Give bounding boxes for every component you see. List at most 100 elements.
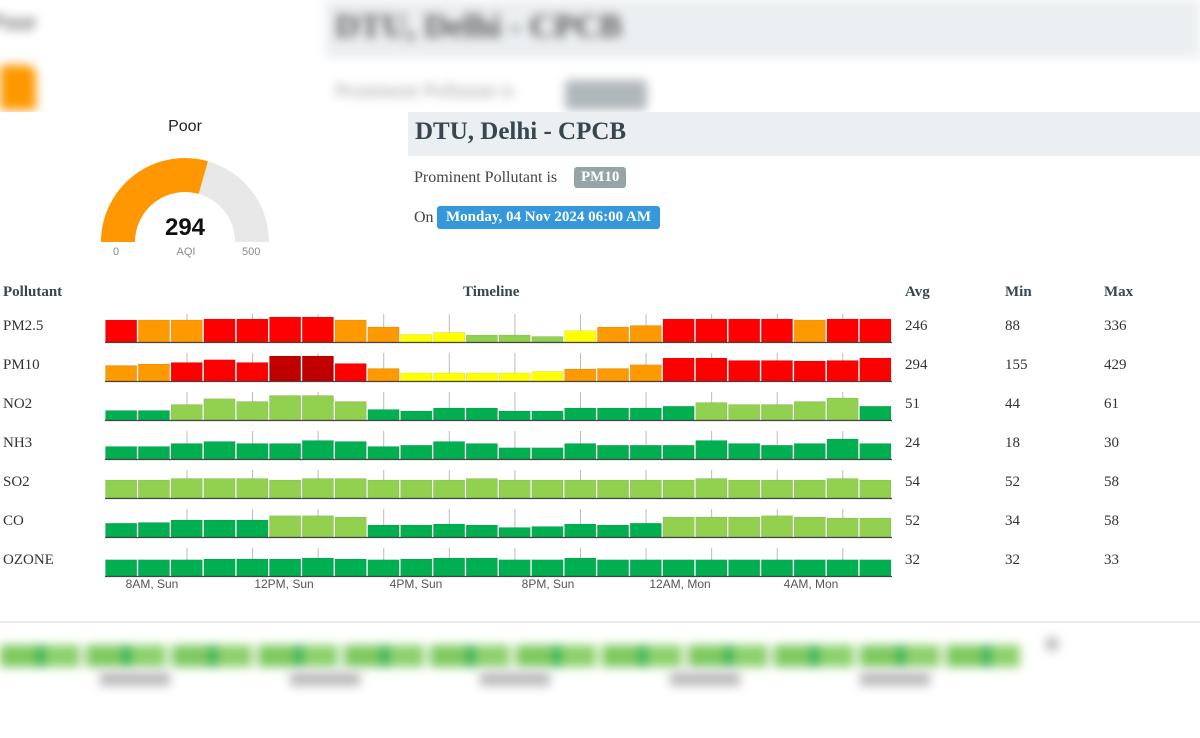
timeline-bar[interactable] [761,360,793,382]
timeline-bar[interactable] [728,443,761,460]
timeline-bar[interactable] [433,441,465,460]
timeline-bar[interactable] [564,368,597,382]
timeline-bar[interactable] [629,523,662,538]
timeline-bar[interactable] [138,559,170,577]
timeline-bar[interactable] [400,445,433,460]
timeline-bar[interactable] [465,334,498,343]
timeline-bar[interactable] [531,336,564,343]
timeline-bar[interactable] [793,559,826,577]
timeline-bar[interactable] [302,440,334,460]
timeline-bar[interactable] [367,524,400,538]
timeline-bar[interactable] [400,524,433,538]
timeline-bar[interactable] [433,332,465,343]
timeline-bar[interactable] [170,404,203,421]
timeline-bar[interactable] [170,478,203,499]
timeline-bar[interactable] [269,515,301,538]
timeline-bar[interactable] [138,410,170,421]
timeline-bar[interactable] [465,372,498,382]
timeline-bar[interactable] [662,357,695,382]
timeline-bar[interactable] [564,479,597,499]
timeline-bar[interactable] [400,558,433,577]
timeline-bar[interactable] [433,523,465,538]
timeline-bar[interactable] [498,479,531,499]
timeline-bar[interactable] [269,316,301,343]
timeline-bar[interactable] [826,438,859,460]
timeline-bar[interactable] [564,330,597,343]
timeline-bar[interactable] [859,517,892,538]
timeline-bar[interactable] [334,441,367,460]
timeline-bar[interactable] [203,478,236,499]
timeline-bar[interactable] [170,443,203,460]
timeline-bar[interactable] [498,410,531,421]
timeline-bar[interactable] [105,319,138,343]
timeline-bar[interactable] [662,445,695,460]
timeline-bar[interactable] [138,363,170,382]
timeline-bar[interactable] [203,359,236,382]
timeline-bar[interactable] [269,558,301,577]
timeline-bar[interactable] [433,557,465,577]
timeline-bar[interactable] [597,368,629,382]
timeline-bar[interactable] [826,517,859,538]
timeline-bar[interactable] [728,559,761,577]
timeline-bar[interactable] [761,404,793,421]
timeline-bar[interactable] [531,371,564,382]
timeline-bar[interactable] [367,326,400,343]
timeline-bar[interactable] [203,398,236,421]
timeline-bar[interactable] [498,334,531,343]
timeline-bar[interactable] [662,318,695,343]
timeline-bar[interactable] [302,355,334,382]
timeline-bar[interactable] [203,519,236,538]
timeline-bar[interactable] [531,526,564,538]
timeline-bar[interactable] [859,443,892,460]
timeline-bar[interactable] [793,516,826,538]
timeline-bar[interactable] [695,440,728,460]
timeline-bar[interactable] [334,558,367,577]
timeline-bar[interactable] [629,407,662,421]
timeline-bar[interactable] [662,406,695,421]
timeline-bar[interactable] [597,559,629,577]
timeline-bar[interactable] [498,447,531,460]
timeline-bar[interactable] [629,364,662,382]
timeline-bar[interactable] [859,318,892,343]
timeline-bar[interactable] [236,478,269,499]
timeline-bar[interactable] [597,326,629,343]
timeline-bar[interactable] [859,479,892,499]
timeline-bar[interactable] [302,316,334,343]
timeline-bar[interactable] [105,559,138,577]
timeline-bar[interactable] [400,479,433,499]
timeline-bar[interactable] [138,319,170,343]
timeline-bar[interactable] [498,372,531,382]
timeline-bar[interactable] [170,362,203,382]
timeline-bar[interactable] [367,368,400,382]
timeline-bar[interactable] [695,402,728,421]
timeline-bar[interactable] [531,410,564,421]
timeline-bar[interactable] [170,559,203,577]
timeline-bar[interactable] [662,516,695,538]
timeline-bar[interactable] [269,395,301,421]
timeline-bar[interactable] [367,446,400,460]
timeline-bar[interactable] [203,318,236,343]
timeline-bar[interactable] [793,319,826,343]
timeline-bar[interactable] [400,334,433,343]
timeline-bar[interactable] [269,479,301,499]
timeline-bar[interactable] [105,410,138,421]
timeline-bar[interactable] [138,479,170,499]
timeline-bar[interactable] [564,557,597,577]
timeline-bar[interactable] [367,559,400,577]
timeline-bar[interactable] [498,559,531,577]
timeline-bar[interactable] [138,522,170,538]
timeline-bar[interactable] [629,559,662,577]
timeline-bar[interactable] [629,479,662,499]
timeline-bar[interactable] [597,524,629,538]
timeline-bar[interactable] [564,443,597,460]
timeline-bar[interactable] [236,443,269,460]
timeline-bar[interactable] [662,559,695,577]
timeline-bar[interactable] [367,479,400,499]
timeline-bar[interactable] [105,479,138,499]
timeline-bar[interactable] [695,357,728,382]
timeline-bar[interactable] [302,557,334,577]
timeline-bar[interactable] [695,559,728,577]
timeline-bar[interactable] [433,407,465,421]
timeline-bar[interactable] [269,443,301,460]
timeline-bar[interactable] [367,409,400,421]
